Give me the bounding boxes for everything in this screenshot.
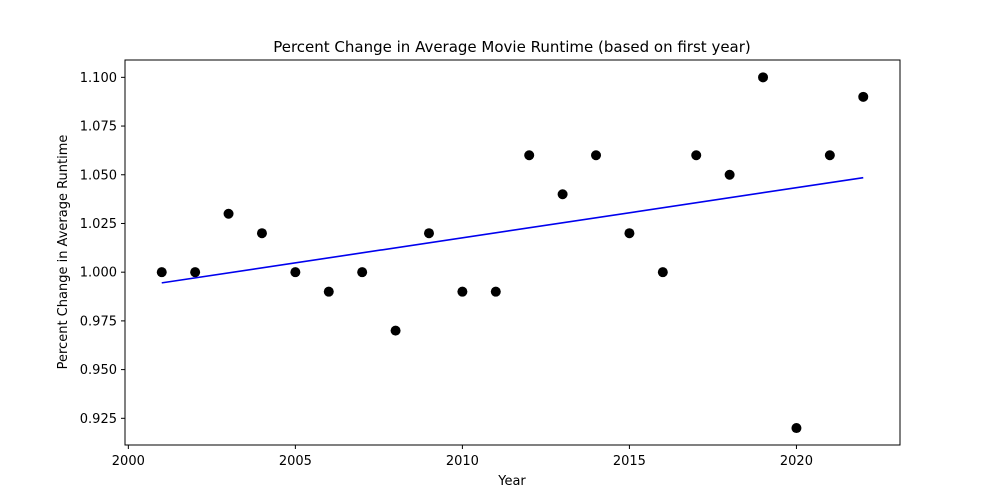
x-axis: 2000 2005 2010 2015 2020 xyxy=(112,445,813,469)
x-tick-label: 2000 xyxy=(112,454,145,469)
data-point xyxy=(457,286,468,297)
data-point xyxy=(357,267,368,278)
y-tick-label: 0.925 xyxy=(80,412,117,427)
y-tick-label: 1.075 xyxy=(80,120,117,135)
data-point xyxy=(724,169,735,180)
y-tick-label: 1.050 xyxy=(80,168,117,183)
y-tick-label: 1.025 xyxy=(80,217,117,232)
data-point xyxy=(156,267,167,278)
data-point xyxy=(290,267,301,278)
chart-title: Percent Change in Average Movie Runtime … xyxy=(273,38,751,56)
x-tick-label: 2010 xyxy=(446,454,479,469)
data-point xyxy=(657,267,668,278)
data-point xyxy=(624,228,635,239)
data-point xyxy=(758,72,769,83)
x-tick-label: 2005 xyxy=(279,454,312,469)
data-point xyxy=(858,91,869,102)
data-point xyxy=(524,150,535,161)
data-point xyxy=(691,150,702,161)
data-point xyxy=(256,228,267,239)
data-point xyxy=(557,189,568,200)
x-tick-label: 2015 xyxy=(613,454,646,469)
x-axis-label: Year xyxy=(497,474,526,489)
plot-area xyxy=(124,59,901,446)
data-point xyxy=(490,286,501,297)
data-point xyxy=(791,423,802,434)
data-point xyxy=(423,228,434,239)
y-tick-label: 1.100 xyxy=(80,71,117,86)
data-point xyxy=(190,267,201,278)
series-layer xyxy=(156,72,869,434)
data-point xyxy=(591,150,602,161)
y-tick-label: 1.000 xyxy=(80,266,117,281)
y-axis-label: Percent Change in Average Runtime xyxy=(56,135,71,370)
data-point xyxy=(223,208,234,219)
y-tick-label: 0.975 xyxy=(80,314,117,329)
data-point xyxy=(824,150,835,161)
y-tick-label: 0.950 xyxy=(80,363,117,378)
x-tick-label: 2020 xyxy=(780,454,813,469)
y-axis: 0.925 0.950 0.975 1.000 1.025 1.050 1.075 1.100 xyxy=(80,71,125,427)
trend-line xyxy=(161,176,864,284)
data-point xyxy=(390,325,401,336)
data-point xyxy=(323,286,334,297)
